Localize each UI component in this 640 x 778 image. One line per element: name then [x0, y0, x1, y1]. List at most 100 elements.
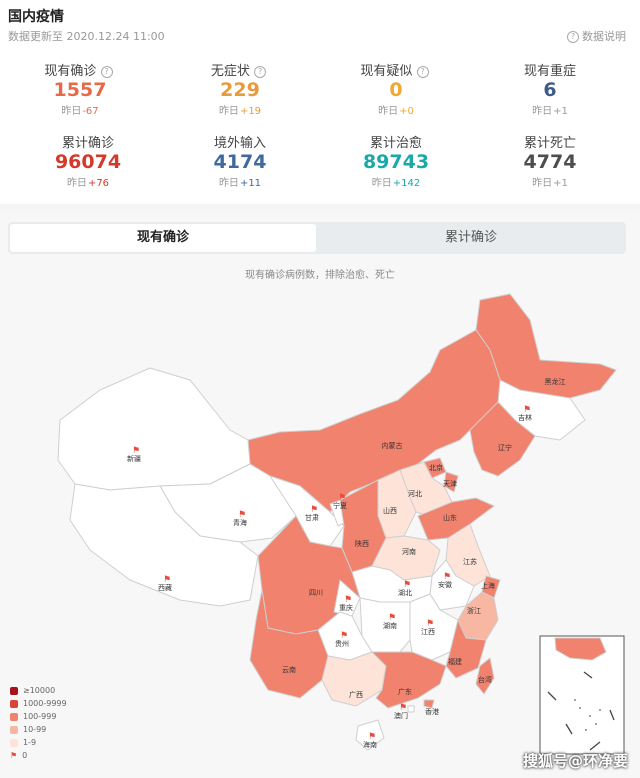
legend-swatch — [10, 738, 18, 747]
province-label: 湖北 — [398, 588, 412, 597]
province-label: 浙江 — [467, 606, 481, 615]
province-label: 天津 — [443, 480, 457, 488]
stat-delta: +142 — [392, 178, 421, 189]
stat-deaths: 累计死亡 4774 昨日+1 — [470, 132, 630, 189]
question-icon: ? — [567, 31, 579, 43]
stat-total-confirmed: 累计确诊 96074 昨日+76 — [8, 132, 168, 189]
province-30[interactable] — [475, 657, 495, 695]
stat-delta-prefix: 昨日 — [371, 178, 392, 189]
province-11[interactable] — [69, 483, 259, 607]
stat-delta: -67 — [82, 106, 99, 117]
data-explain-label: 数据说明 — [582, 30, 626, 43]
province-label: 澳门 — [394, 711, 408, 720]
legend-item[interactable]: ⚑ 0 — [10, 749, 67, 762]
flag-icon: ⚑ — [388, 613, 396, 623]
province-label: 河南 — [402, 547, 416, 556]
province-label: 青海 — [233, 518, 247, 527]
update-time: 数据更新至 2020.12.24 11:00 — [8, 30, 165, 43]
province-31[interactable] — [423, 699, 435, 709]
flag-icon: ⚑ — [523, 405, 531, 415]
stat-delta-prefix: 昨日 — [61, 106, 82, 117]
map-note: 现有确诊病例数，排除治愈、死亡 — [245, 270, 395, 281]
legend-item[interactable]: ≥10000 — [10, 684, 67, 697]
stat-value: 1557 — [53, 79, 107, 101]
south-china-sea-inset — [539, 635, 625, 755]
flag-icon: ⚑ — [368, 732, 376, 742]
stat-value: 89743 — [362, 151, 430, 173]
stat-value: 96074 — [54, 151, 122, 173]
flag-icon: ⚑ — [403, 580, 411, 590]
province-label: 黑龙江 — [545, 377, 566, 386]
legend-item[interactable]: 10-99 — [10, 723, 67, 736]
stat-value: 6 — [543, 79, 557, 101]
stat-delta: +76 — [87, 178, 110, 189]
province-label: 上海 — [481, 581, 495, 590]
flag-icon: ⚑ — [340, 631, 348, 641]
stat-delta: +11 — [239, 178, 262, 189]
stat-delta-prefix: 昨日 — [532, 178, 553, 189]
stat-label: 现有确诊 — [44, 64, 97, 79]
tab-current-confirmed[interactable]: 现有确诊 — [10, 224, 316, 252]
legend-item[interactable]: 1-9 — [10, 736, 67, 749]
flag-icon: ⚑ — [338, 493, 346, 503]
province-label: 甘肃 — [305, 513, 319, 522]
china-map[interactable]: 黑龙江⚑吉林辽宁内蒙古北京天津河北山西山东⚑新疆⚑青海⚑西藏⚑甘肃⚑宁夏陕西河南… — [0, 280, 640, 778]
flag-icon: ⚑ — [238, 510, 246, 520]
stat-recovered: 累计治愈 89743 昨日+142 — [316, 132, 476, 189]
flag-icon: ⚑ — [163, 575, 171, 585]
stat-label: 境外输入 — [213, 136, 266, 151]
data-explain-link[interactable]: ? 数据说明 — [567, 28, 626, 44]
legend-item[interactable]: 100-999 — [10, 710, 67, 723]
legend-label: 100-999 — [23, 712, 57, 721]
province-label: 广西 — [349, 690, 363, 699]
province-8[interactable] — [417, 497, 495, 541]
province-label: 北京 — [429, 463, 443, 472]
question-icon[interactable]: ? — [254, 65, 267, 78]
province-9[interactable] — [57, 367, 251, 491]
legend-label: 0 — [22, 751, 28, 760]
stats-grid: 现有确诊 ? 1557 昨日-67 无症状 ? 229 昨日+19 现有疑似 ?… — [0, 58, 640, 198]
stat-label: 累计确诊 — [61, 136, 114, 151]
question-icon[interactable]: ? — [100, 65, 113, 78]
header: 国内疫情 数据更新至 2020.12.24 11:00 ? 数据说明 — [0, 0, 640, 44]
legend-label: 1-9 — [23, 738, 37, 747]
legend-item[interactable]: 1000-9999 — [10, 697, 67, 710]
province-label: 内蒙古 — [382, 441, 403, 450]
province-33[interactable] — [355, 719, 385, 751]
map-legend: ≥10000 1000-9999 100-999 10-99 1-9 ⚑ 0 — [10, 684, 67, 762]
flag-icon: ⚑ — [443, 572, 451, 582]
stat-label: 累计治愈 — [369, 136, 422, 151]
province-label: 广东 — [398, 687, 412, 696]
stat-delta: +1 — [553, 178, 568, 189]
legend-label: 1000-9999 — [23, 699, 67, 708]
province-2[interactable] — [469, 401, 536, 477]
province-label: 安徽 — [438, 580, 452, 589]
stat-delta-prefix: 昨日 — [378, 106, 399, 117]
stat-asymptomatic: 无症状 ? 229 昨日+19 — [160, 60, 320, 117]
province-label: 湖南 — [383, 621, 397, 630]
legend-label: 10-99 — [23, 725, 47, 734]
legend-label: ≥10000 — [23, 686, 56, 695]
province-label: 云南 — [282, 665, 296, 674]
flag-icon: ⚑ — [310, 505, 318, 515]
stat-value: 4174 — [213, 151, 267, 173]
stat-delta: +1 — [553, 106, 568, 117]
legend-swatch — [10, 699, 18, 708]
province-29[interactable] — [371, 651, 447, 709]
stat-delta: +0 — [399, 106, 414, 117]
tab-total-confirmed[interactable]: 累计确诊 — [444, 230, 497, 245]
stat-label: 现有疑似 — [360, 64, 413, 79]
stat-value: 0 — [389, 79, 403, 101]
stat-label: 无症状 — [210, 64, 250, 79]
question-icon[interactable]: ? — [416, 65, 429, 78]
province-label: 山西 — [383, 506, 397, 515]
province-label: 海南 — [363, 740, 377, 749]
flag-icon: ⚑ — [10, 751, 18, 760]
province-32[interactable] — [407, 705, 415, 713]
province-5[interactable] — [443, 471, 459, 493]
province-26[interactable] — [445, 619, 487, 679]
stat-value: 229 — [220, 79, 260, 101]
legend-swatch — [10, 686, 18, 695]
tab-bar: 现有确诊 累计确诊 — [8, 222, 626, 254]
stat-delta: +19 — [239, 106, 262, 117]
